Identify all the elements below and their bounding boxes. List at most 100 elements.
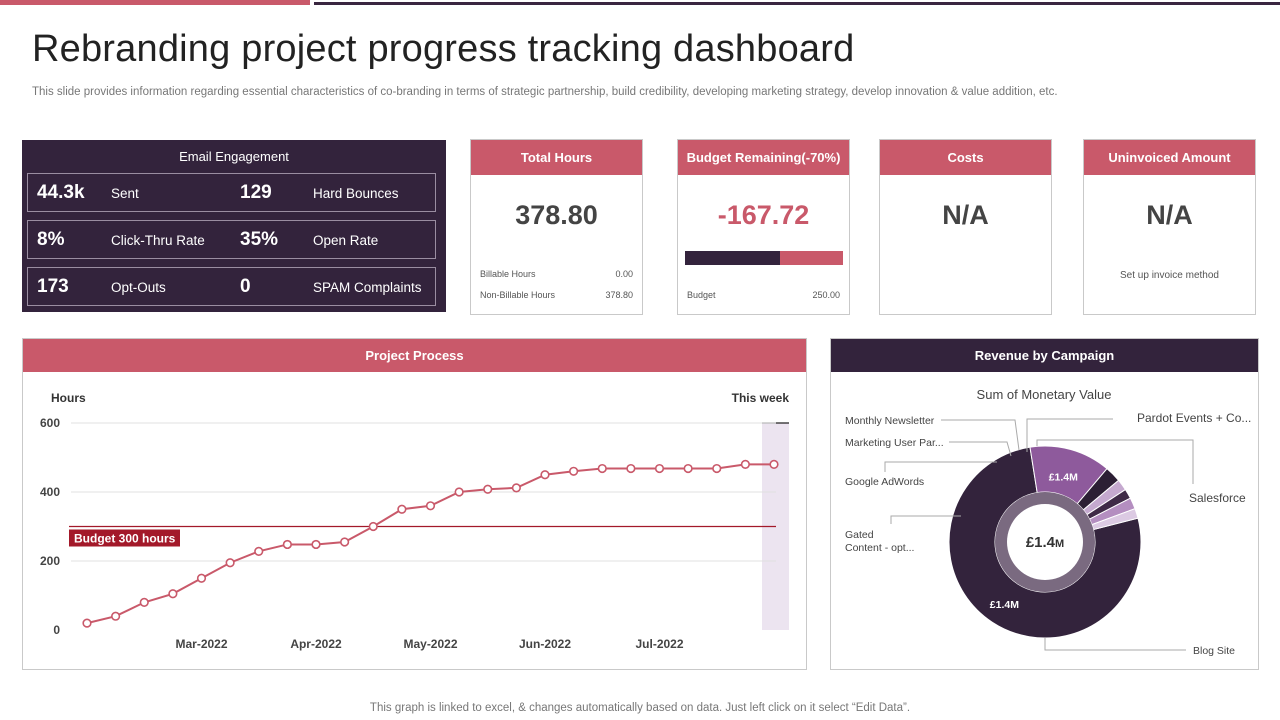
budget-remaining-card: Budget Remaining(-70%) -167.72 Budget 25…	[677, 139, 850, 315]
page-title: Rebranding project progress tracking das…	[32, 28, 855, 70]
this-week-label: This week	[732, 391, 790, 405]
pie-leader-line	[949, 441, 1012, 457]
x-tick-label: Mar-2022	[175, 637, 227, 651]
budget-value: 250.00	[812, 290, 840, 300]
pie-center	[1007, 504, 1083, 580]
pie-center-label: £1.4M	[1026, 534, 1064, 551]
hours-point	[139, 597, 149, 607]
hours-point	[82, 618, 92, 628]
click-thru-label: Click-Thru Rate	[111, 233, 205, 248]
pie-legend-label: Google AdWords	[845, 476, 924, 488]
top-accent-bar	[0, 0, 310, 5]
revenue-by-campaign-title: Revenue by Campaign	[831, 339, 1258, 372]
opt-outs-value: 173	[37, 276, 69, 297]
pie-center-value: £1.4	[1026, 534, 1056, 551]
costs-value: N/A	[942, 200, 989, 230]
opt-outs-label: Opt-Outs	[111, 280, 166, 295]
top-divider-bar	[314, 2, 1280, 5]
project-process-panel: Project Process Hours This week 0 200 400 600…	[22, 338, 807, 670]
footer-note: This graph is linked to excel, & changes…	[369, 702, 911, 714]
hours-point	[311, 539, 321, 550]
y-tick-label: 400	[40, 485, 60, 499]
page-subtitle: This slide provides information regardin…	[32, 86, 1058, 98]
budget-remaining-title: Budget Remaining(-70%)	[678, 140, 849, 175]
hours-point	[196, 573, 207, 583]
y-tick-label: 0	[53, 623, 60, 637]
pie-slice-value-label: £1.4M	[990, 599, 1019, 611]
email-engagement-title: Email Engagement	[179, 149, 289, 164]
revenue-by-campaign-panel: Revenue by Campaign Sum of Monetary Valu…	[830, 338, 1259, 670]
pie-leader-line	[1036, 439, 1194, 484]
hours-series-line	[86, 463, 774, 625]
total-hours-value: 378.80	[515, 200, 598, 230]
pie-leader-line	[1026, 418, 1113, 452]
x-tick-label: Jun-2022	[519, 637, 571, 651]
spam-complaints-label: SPAM Complaints	[313, 280, 422, 295]
total-hours-title: Total Hours	[471, 140, 642, 175]
hours-point	[454, 487, 464, 497]
budget-progress-fill	[685, 251, 780, 265]
hours-point	[740, 459, 750, 469]
hard-bounces-label: Hard Bounces	[313, 186, 399, 201]
click-thru-value: 8%	[37, 229, 65, 250]
pie-leader-line	[890, 515, 961, 524]
pie-slice-value-label: £1.4M	[1049, 472, 1078, 484]
uninvoiced-value: N/A	[1146, 200, 1193, 230]
spam-complaints-value: 0	[240, 276, 251, 297]
hours-point	[597, 463, 607, 474]
hours-point	[712, 463, 722, 474]
total-hours-card: Total Hours 378.80 Billable Hours 0.00 N…	[470, 139, 643, 315]
pie-leader-line	[884, 461, 997, 472]
pie-legend-label: Monthly Newsletter	[845, 415, 935, 427]
hours-point	[769, 459, 779, 469]
pie-center-unit: M	[1055, 538, 1064, 550]
hours-point	[225, 558, 235, 568]
hours-point	[425, 501, 436, 511]
budget-label-bg	[69, 529, 180, 547]
billable-hours-value: 0.00	[615, 269, 633, 279]
revenue-by-campaign-chart: Sum of Monetary Value£1.4M£1.4M£1.4MBlog…	[845, 387, 1251, 657]
non-billable-hours-value: 378.80	[605, 290, 633, 300]
pie-leader-line	[1044, 638, 1186, 651]
y-tick-label: 600	[40, 416, 60, 430]
pie-legend-label: Salesforce	[1189, 491, 1246, 505]
hours-point	[368, 521, 378, 532]
y-tick-label: 200	[40, 554, 60, 568]
project-process-chart: Hours This week 0 200 400 600 Budget 300 hours…	[40, 391, 790, 651]
hours-point	[168, 589, 178, 599]
hours-point	[483, 484, 493, 494]
email-row-click-thru: 8% Click-Thru Rate 35% Open Rate	[27, 220, 436, 259]
hard-bounces-value: 129	[240, 182, 272, 203]
open-rate-value: 35%	[240, 229, 279, 250]
billable-hours-label: Billable Hours	[480, 269, 536, 279]
hours-point	[654, 463, 665, 474]
pie-legend-label: Marketing User Par...	[845, 437, 944, 449]
pie-legend-label-part: Gated	[845, 529, 874, 541]
email-engagement-panel: Email Engagement 44.3k Sent 129 Hard Bou…	[22, 140, 446, 312]
budget-label: Budget 300 hours	[74, 532, 176, 546]
costs-card: Costs N/A	[879, 139, 1052, 315]
costs-title: Costs	[880, 140, 1051, 175]
pie-legend-label: Blog Site	[1193, 645, 1235, 657]
project-process-title: Project Process	[23, 339, 806, 372]
hours-point	[340, 537, 350, 547]
hours-point	[254, 546, 264, 556]
invoice-method-note: Set up invoice method	[1120, 270, 1219, 281]
pie-legend-label-part: Content - opt...	[845, 542, 914, 554]
x-tick-label: May-2022	[403, 637, 457, 651]
hours-point	[511, 483, 521, 493]
open-rate-label: Open Rate	[313, 233, 379, 248]
uninvoiced-title: Uninvoiced Amount	[1084, 140, 1255, 175]
hours-point	[683, 463, 693, 474]
hours-point	[569, 466, 579, 476]
sent-label: Sent	[111, 186, 139, 201]
hours-point	[540, 470, 550, 480]
hours-point	[397, 504, 407, 514]
hours-point	[626, 463, 636, 474]
hours-point	[282, 539, 292, 550]
email-row-opt-outs: 173 Opt-Outs 0 SPAM Complaints	[27, 267, 436, 306]
email-row-sent: 44.3k Sent 129 Hard Bounces	[27, 173, 436, 212]
sent-value: 44.3k	[37, 182, 85, 203]
pie-title: Sum of Monetary Value	[977, 387, 1112, 402]
hours-point	[111, 611, 121, 621]
